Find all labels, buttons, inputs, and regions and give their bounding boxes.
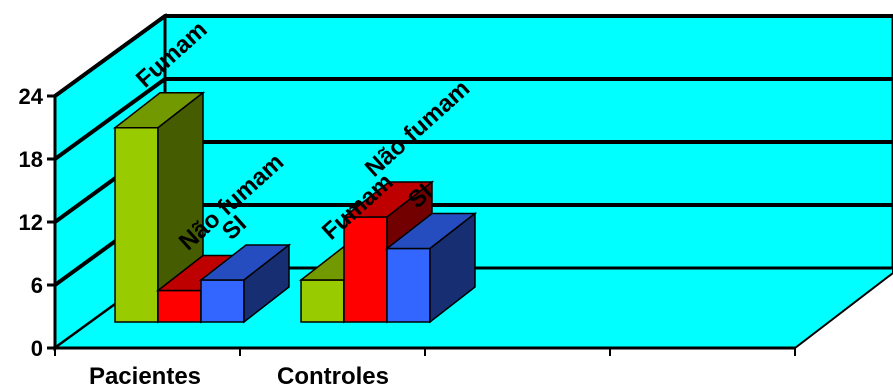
bar: [157, 289, 202, 323]
bar: [114, 127, 159, 323]
y-tick-label: 12: [19, 210, 43, 235]
bar: [200, 279, 245, 323]
x-tick-label: Pacientes: [89, 363, 201, 390]
axes: 0 6 12 18 24 Pacientes Controles: [19, 84, 796, 390]
bar: [300, 279, 345, 323]
y-tick-label: 18: [19, 147, 43, 172]
bar-group: [112, 91, 478, 324]
bar-side: [429, 211, 476, 324]
y-tick-label: 0: [31, 336, 43, 361]
y-tick-label: 6: [31, 273, 43, 298]
bar-side: [243, 243, 290, 324]
y-tick-label: 24: [19, 84, 44, 109]
gridline: [53, 14, 893, 98]
x-tick-label: Controles: [277, 363, 389, 390]
gridline: [53, 77, 893, 161]
bar: [386, 247, 431, 323]
bar: [343, 216, 388, 323]
